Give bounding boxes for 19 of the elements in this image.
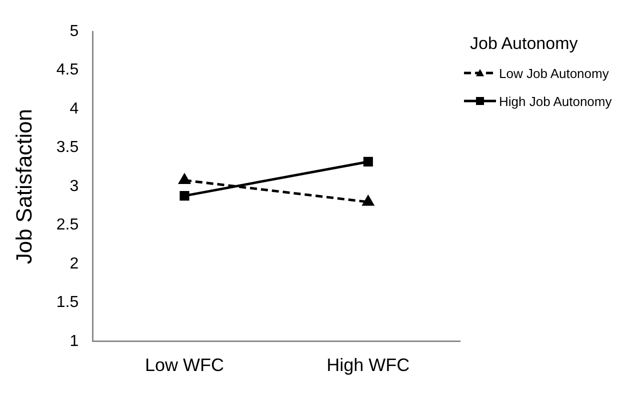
y-tick-label: 1.5 (56, 294, 79, 312)
y-tick-label: 3.5 (56, 139, 79, 156)
x-tick-label: Low WFC (144, 355, 224, 376)
y-tick-label: 2 (70, 255, 79, 272)
y-axis-title: Job Satisfaction (11, 108, 36, 264)
point (362, 196, 374, 206)
y-tick-label: 5 (70, 23, 79, 40)
point (363, 156, 373, 166)
y-tick-label: 4.5 (56, 62, 79, 79)
legend-label: Low Job Autonomy (499, 66, 609, 80)
y-tick-label: 4 (70, 100, 79, 118)
point (178, 174, 190, 184)
x-tick-label: High WFC (326, 355, 410, 376)
y-tick-label: 3 (70, 178, 79, 195)
point (180, 191, 190, 201)
y-tick-label: 2.5 (56, 216, 79, 234)
legend-label: High Job Autonomy (499, 94, 612, 108)
legend-title: Job Autonomy (469, 34, 579, 54)
y-tick-label: 1 (70, 332, 79, 350)
